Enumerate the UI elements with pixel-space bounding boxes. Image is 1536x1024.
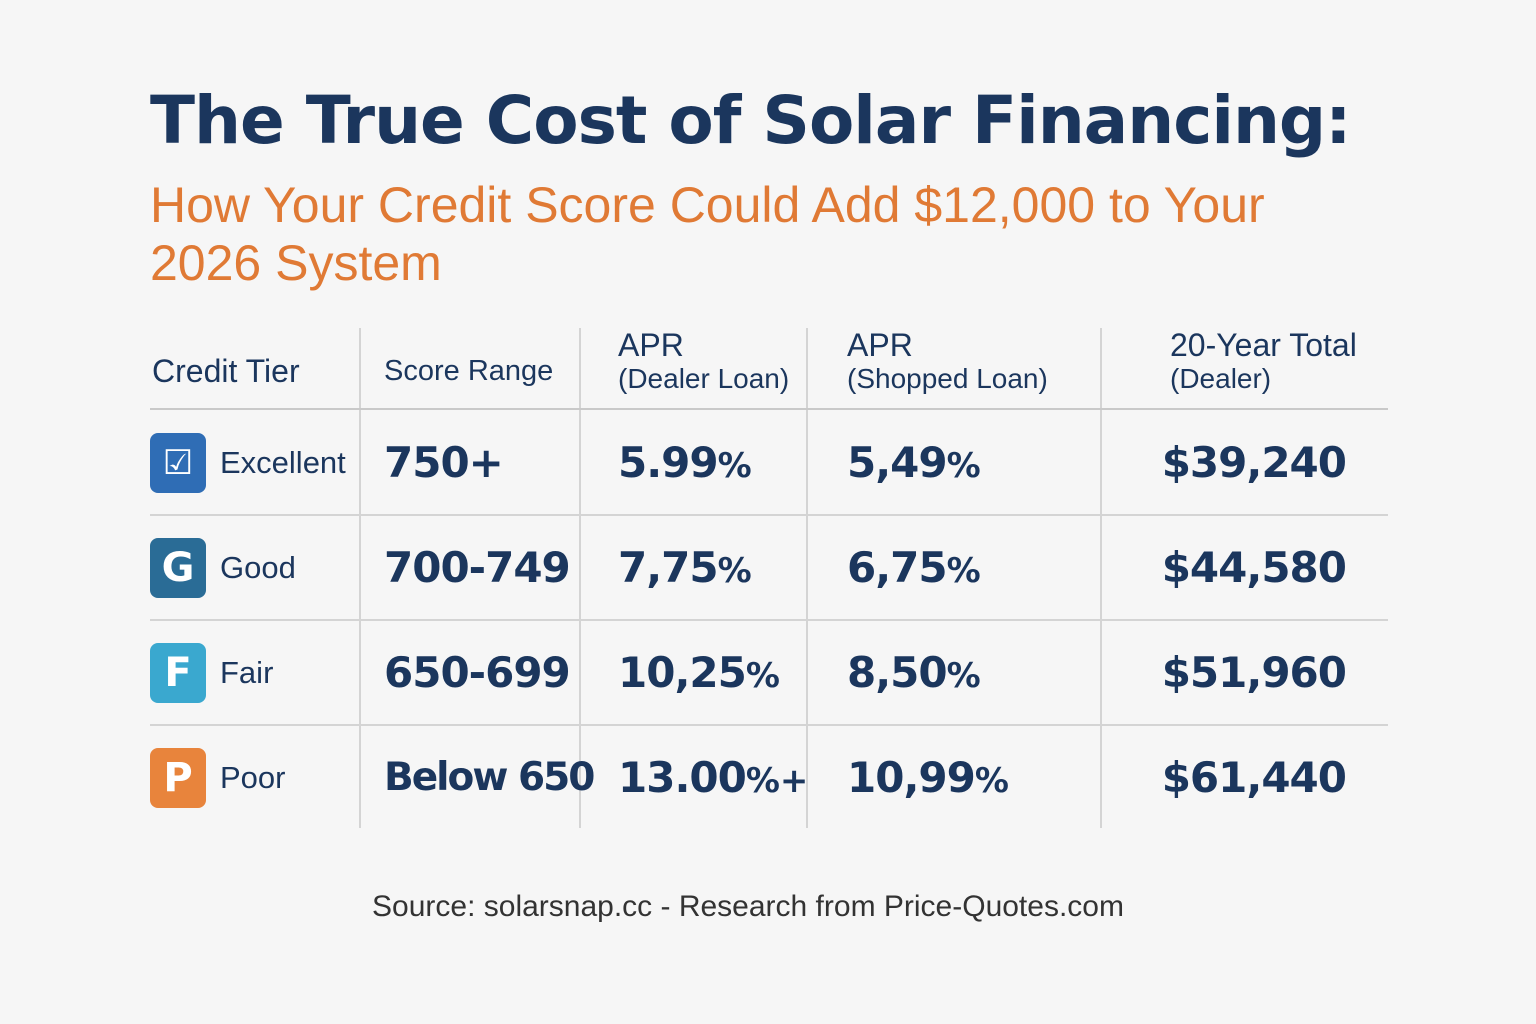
letter-f-box-icon: F — [150, 643, 206, 703]
apr-shopped-cell: 10,99% — [847, 726, 1009, 830]
apr-dealer-suffix: %+ — [745, 761, 809, 801]
apr-shopped-cell: 6,75% — [847, 516, 981, 620]
apr-shopped-suffix: % — [946, 656, 981, 696]
header-score-range-label: Score Range — [384, 355, 554, 387]
column-divider — [1100, 328, 1102, 828]
column-divider — [806, 328, 808, 828]
header-total-dealer: 20-Year Total (Dealer) — [1170, 328, 1357, 396]
tier-label: Excellent — [220, 445, 346, 480]
apr-dealer-cell: 13.00%+ — [618, 726, 808, 830]
total-dealer-cell: $44,580 — [1161, 543, 1347, 592]
column-divider — [359, 328, 361, 828]
header-apr-shopped-line2: (Shopped Loan) — [847, 363, 1048, 394]
page-title: The True Cost of Solar Financing: — [150, 82, 1352, 159]
apr-dealer-value: 7,75 — [618, 543, 719, 592]
header-apr-dealer-line2: (Dealer Loan) — [618, 363, 790, 394]
table-row-excellent: ☑ Excellent 750+ 5.99% 5,49% $39,240 — [150, 411, 1388, 515]
apr-dealer-value: 10,25 — [618, 648, 747, 697]
apr-shopped-value: 6,75 — [847, 543, 948, 592]
apr-dealer-suffix: % — [717, 446, 752, 486]
apr-shopped-value: 8,50 — [847, 648, 948, 697]
header-credit-tier-label: Credit Tier — [152, 353, 300, 389]
header-apr-shopped: APR (Shopped Loan) — [847, 328, 1048, 396]
header-score-range: Score Range — [384, 354, 553, 388]
total-dealer-cell: $61,440 — [1161, 753, 1347, 802]
tier-label: Good — [220, 550, 296, 585]
score-range-cell: Below 650 — [384, 755, 595, 800]
apr-shopped-cell: 5,49% — [847, 411, 981, 515]
apr-dealer-cell: 7,75% — [618, 516, 752, 620]
apr-shopped-cell: 8,50% — [847, 621, 981, 725]
checkmark-box-icon: ☑ — [150, 433, 206, 493]
apr-dealer-suffix: % — [745, 656, 780, 696]
apr-shopped-suffix: % — [946, 551, 981, 591]
row-divider — [150, 619, 1388, 621]
header-apr-shopped-line1: APR — [847, 327, 913, 363]
header-total-dealer-line1: 20-Year Total — [1170, 327, 1357, 363]
total-dealer-cell: $39,240 — [1161, 438, 1347, 487]
apr-dealer-suffix: % — [717, 551, 752, 591]
column-divider — [579, 328, 581, 828]
row-divider — [150, 724, 1388, 726]
row-divider — [150, 514, 1388, 516]
letter-g-box-icon: G — [150, 538, 206, 598]
source-note: Source: solarsnap.cc - Research from Pri… — [372, 890, 1124, 923]
letter-p-box-icon: P — [150, 748, 206, 808]
table-row-good: G Good 700-749 7,75% 6,75% $44,580 — [150, 516, 1388, 620]
header-divider — [150, 408, 1388, 410]
table-row-fair: F Fair 650-699 10,25% 8,50% $51,960 — [150, 621, 1388, 725]
header-total-dealer-line2: (Dealer) — [1170, 363, 1272, 394]
apr-shopped-suffix: % — [974, 761, 1009, 801]
score-range-cell: 750+ — [384, 438, 504, 487]
tier-label: Poor — [220, 760, 286, 795]
header-credit-tier: Credit Tier — [152, 354, 300, 388]
table-row-poor: P Poor Below 650 13.00%+ 10,99% $61,440 — [150, 726, 1388, 830]
page-subtitle: How Your Credit Score Could Add $12,000 … — [150, 177, 1265, 291]
score-range-cell: 700-749 — [384, 543, 571, 592]
financing-table: Credit Tier Score Range APR (Dealer Loan… — [150, 328, 1388, 828]
header-apr-dealer: APR (Dealer Loan) — [618, 328, 789, 396]
apr-dealer-value: 13.00 — [618, 753, 747, 802]
tier-label: Fair — [220, 655, 274, 690]
apr-shopped-value: 5,49 — [847, 438, 948, 487]
apr-dealer-cell: 10,25% — [618, 621, 780, 725]
score-range-cell: 650-699 — [384, 648, 571, 697]
apr-shopped-value: 10,99 — [847, 753, 976, 802]
apr-dealer-value: 5.99 — [618, 438, 719, 487]
header-apr-dealer-line1: APR — [618, 327, 684, 363]
apr-dealer-cell: 5.99% — [618, 411, 752, 515]
total-dealer-cell: $51,960 — [1161, 648, 1347, 697]
apr-shopped-suffix: % — [946, 446, 981, 486]
